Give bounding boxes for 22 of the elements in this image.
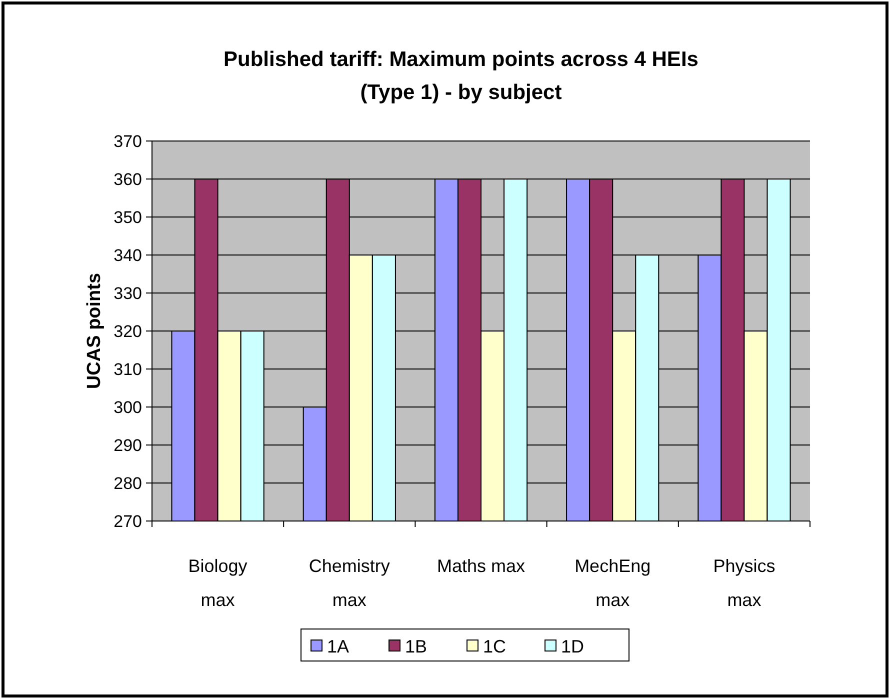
legend-label: 1C	[483, 636, 506, 656]
y-tick-label: 370	[114, 132, 142, 151]
y-tick-label: 270	[114, 512, 142, 531]
y-tick-label: 310	[114, 360, 142, 379]
x-tick-label: MechEng max	[574, 556, 651, 610]
y-axis-title: UCAS points	[84, 272, 105, 390]
x-tick-label: Biology max	[188, 556, 248, 610]
chart-title: Published tariff: Maximum points across 4 HEIs (Type 1) - by subject	[224, 48, 698, 104]
y-tick-label: 350	[114, 208, 142, 227]
y-tick-label: 360	[114, 170, 142, 189]
legend-label: 1A	[327, 636, 350, 656]
y-tick-label: 290	[114, 436, 142, 455]
legend-label: 1B	[405, 636, 428, 656]
legend-label: 1D	[561, 636, 584, 656]
y-tick-label: 280	[114, 474, 142, 493]
y-tick-label: 300	[114, 398, 142, 417]
y-tick-label: 340	[114, 246, 142, 265]
x-tick-label: Physics max	[713, 556, 776, 610]
x-tick-label: Chemistry max	[308, 556, 390, 610]
y-tick-label: 330	[114, 284, 142, 303]
x-tick-label: Maths max	[436, 556, 526, 576]
y-tick-label: 320	[114, 322, 142, 341]
